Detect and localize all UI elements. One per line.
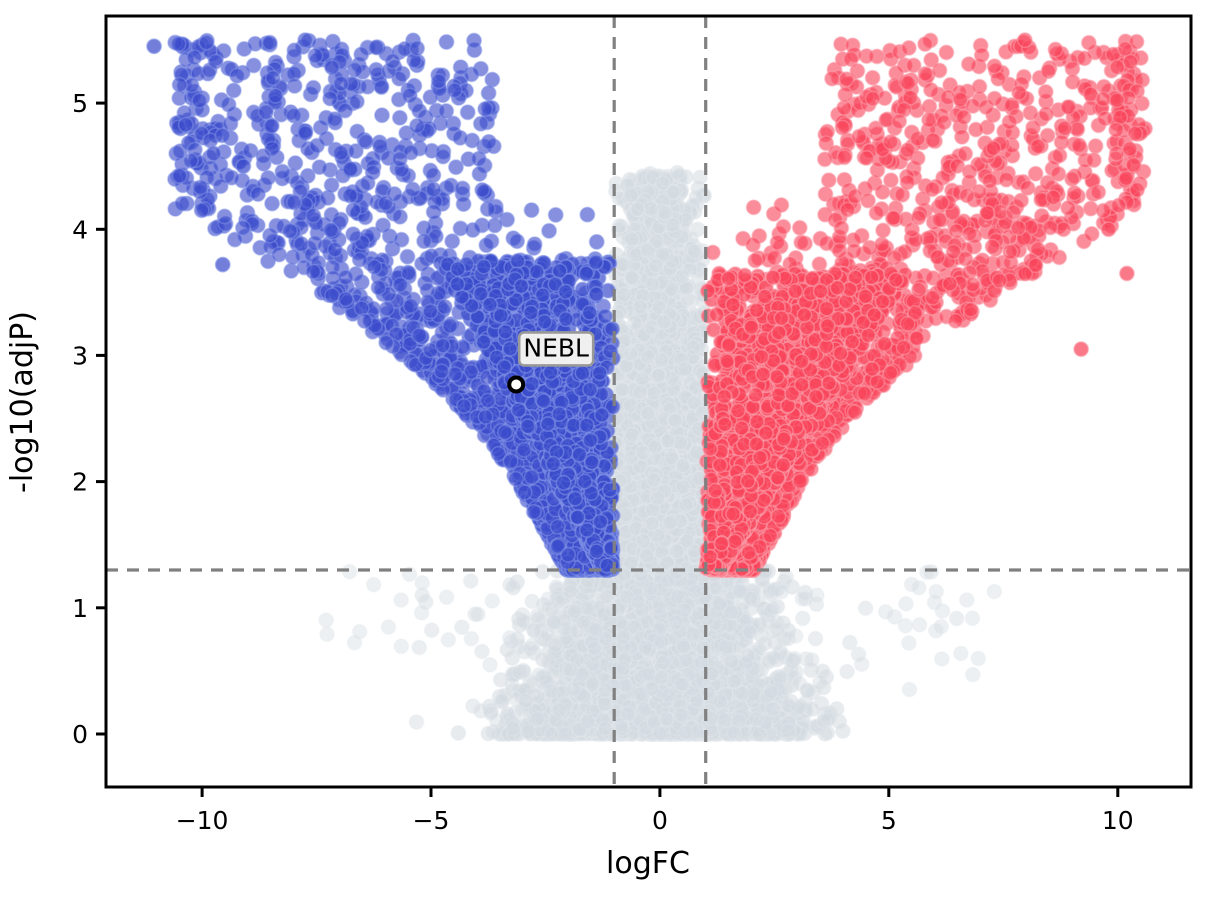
y-tick-label: 3: [72, 341, 88, 370]
x-tick-label: 5: [881, 806, 897, 835]
x-axis-title: logFC: [606, 846, 690, 881]
annotation-box-nebl: [517, 331, 595, 367]
y-axis-ticks: 0 1 2 3 4 5: [72, 89, 106, 749]
x-axis-ticks: −10 −5 0 5 10: [176, 787, 1134, 835]
y-tick-label: 5: [72, 89, 88, 118]
x-tick-label: 0: [652, 806, 668, 835]
annotation-marker-nebl: [507, 375, 526, 394]
x-tick-label: −10: [176, 806, 229, 835]
y-axis-title: -log10(adjP): [5, 311, 40, 493]
x-tick-label: −5: [413, 806, 450, 835]
y-tick-label: 1: [72, 594, 88, 623]
annotation-label-nebl: NEBL: [523, 334, 589, 363]
plot-frame: [104, 14, 1193, 789]
x-tick-label: 10: [1102, 806, 1134, 835]
gene-annotations-group: NEBL: [507, 331, 595, 394]
y-tick-label: 4: [72, 215, 88, 244]
y-tick-label: 2: [72, 468, 88, 497]
threshold-lines-group: [106, 16, 1191, 787]
y-tick-label: 0: [72, 720, 88, 749]
scatter-points-not-significant: [318, 164, 1003, 742]
